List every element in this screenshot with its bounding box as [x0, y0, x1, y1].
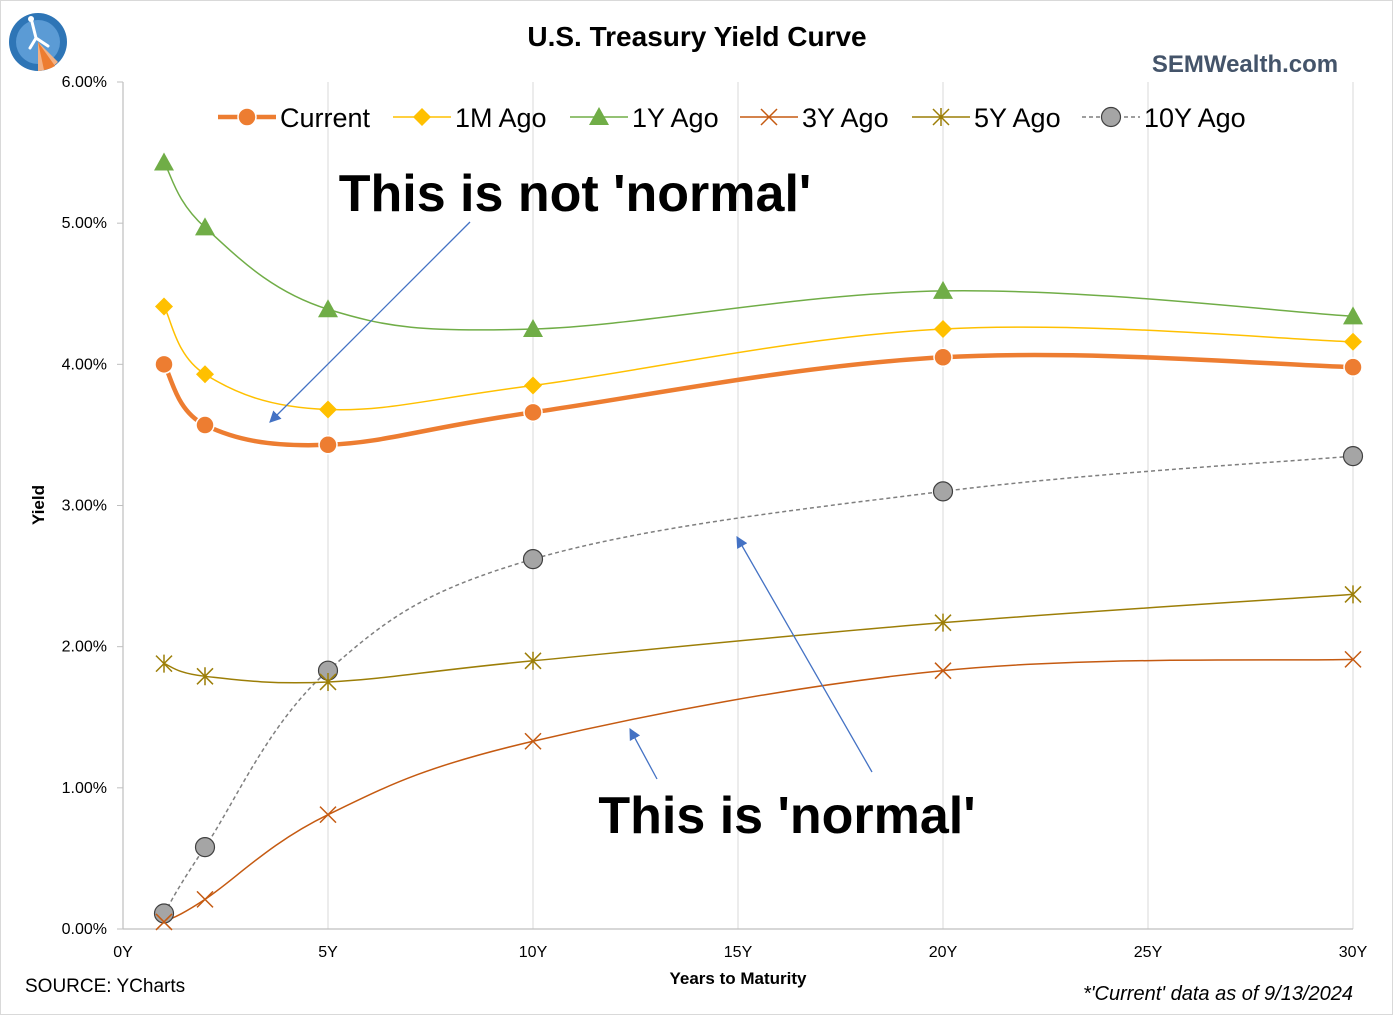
- legend-label-5y-ago: 5Y Ago: [974, 103, 1061, 133]
- x-tick-label: 15Y: [724, 944, 753, 961]
- data-point-5y-ago: [155, 654, 173, 673]
- sem-logo: [9, 13, 67, 71]
- y-axis-label: Yield: [29, 485, 48, 525]
- data-point-1m-ago: [524, 376, 542, 395]
- data-point-5y-ago: [196, 667, 214, 686]
- data-point-3y-ago: [319, 806, 337, 824]
- data-point-5y-ago: [319, 672, 337, 691]
- watermark: SEMWealth.com: [1152, 51, 1338, 78]
- x-axis-label: Years to Maturity: [670, 969, 808, 988]
- source-note: SOURCE: YCharts: [25, 976, 185, 997]
- y-tick-label: 1.00%: [62, 780, 107, 797]
- annotation-arrow-normal-1: [736, 535, 873, 773]
- legend-marker-10y-ago: [1100, 106, 1122, 128]
- axes: [117, 81, 1353, 930]
- gridlines: [327, 82, 1354, 929]
- legend-marker-current: [237, 107, 257, 127]
- x-tick-label: 0Y: [113, 944, 133, 961]
- data-point-3y-ago: [524, 732, 542, 750]
- footnote: *'Current' data as of 9/13/2024: [1083, 983, 1353, 1005]
- data-point-1m-ago: [155, 297, 173, 316]
- annotation-arrow-normal-2: [629, 727, 658, 780]
- legend-marker-1y-ago: [589, 107, 609, 125]
- series-line-current: [162, 352, 1354, 448]
- data-point-5y-ago: [1344, 585, 1362, 604]
- data-point-5y-ago: [524, 651, 542, 670]
- data-point-current: [1343, 357, 1363, 377]
- annotation-normal: This is 'normal': [598, 787, 975, 845]
- data-point-10y-ago: [1342, 445, 1364, 467]
- legend-label-3y-ago: 3Y Ago: [802, 103, 889, 133]
- legend-label-10y-ago: 10Y Ago: [1144, 103, 1246, 133]
- y-tick-label: 0.00%: [62, 921, 107, 938]
- data-point-10y-ago: [194, 837, 216, 858]
- chart-title: U.S. Treasury Yield Curve: [527, 21, 866, 52]
- annotation-arrow-not-normal: [269, 221, 471, 423]
- data-point-current: [195, 415, 215, 435]
- data-point-3y-ago: [155, 913, 173, 931]
- data-point-3y-ago: [934, 662, 952, 680]
- x-tick-label: 10Y: [519, 944, 548, 961]
- y-axis-ticks: 0.00% 1.00% 2.00% 3.00% 4.00% 5.00% 6.00%: [62, 74, 107, 938]
- data-point-1m-ago: [934, 320, 952, 339]
- y-tick-label: 2.00%: [62, 639, 107, 656]
- y-tick-label: 3.00%: [62, 498, 107, 515]
- data-point-current: [154, 354, 174, 375]
- data-point-1m-ago: [319, 400, 337, 419]
- annotation-not-normal: This is not 'normal': [339, 165, 812, 223]
- data-point-1y-ago: [1343, 306, 1363, 325]
- legend-label-1m-ago: 1M Ago: [455, 103, 547, 133]
- data-point-1y-ago: [933, 280, 953, 299]
- series-line-10y-ago: [163, 455, 1354, 914]
- series-line-1m-ago: [163, 306, 1354, 411]
- y-tick-label: 5.00%: [62, 215, 107, 232]
- data-point-current: [933, 347, 953, 368]
- data-point-10y-ago: [522, 549, 544, 570]
- series-line-3y-ago: [163, 658, 1354, 923]
- data-point-1m-ago: [1344, 332, 1362, 351]
- legend-marker-3y-ago: [760, 108, 778, 126]
- data-point-3y-ago: [1344, 650, 1362, 668]
- series-line-5y-ago: [163, 593, 1354, 684]
- data-point-1y-ago: [523, 319, 543, 338]
- data-point-10y-ago: [932, 481, 954, 502]
- legend: Current 1M Ago 1Y Ago 3Y Ago 5Y Ago 10Y Ago: [218, 103, 1246, 133]
- series-markers: [153, 152, 1364, 931]
- legend-label-current: Current: [280, 103, 371, 133]
- y-tick-label: 6.00%: [62, 74, 107, 91]
- x-tick-label: 20Y: [929, 944, 958, 961]
- x-tick-label: 30Y: [1339, 944, 1368, 961]
- y-tick-label: 4.00%: [62, 356, 107, 373]
- data-point-10y-ago: [153, 903, 175, 924]
- data-point-current: [318, 435, 338, 455]
- data-point-1m-ago: [196, 365, 214, 384]
- legend-marker-1m-ago: [413, 108, 431, 126]
- data-point-1y-ago: [154, 152, 174, 171]
- x-tick-label: 25Y: [1134, 944, 1163, 961]
- x-axis-ticks: 0Y 5Y 10Y 15Y 20Y 25Y 30Y: [113, 944, 1367, 961]
- data-point-1y-ago: [195, 217, 215, 236]
- x-tick-label: 5Y: [318, 944, 338, 961]
- data-point-5y-ago: [934, 613, 952, 632]
- legend-label-1y-ago: 1Y Ago: [632, 103, 719, 133]
- series-line-1y-ago: [163, 162, 1354, 331]
- data-point-1y-ago: [318, 299, 338, 318]
- data-point-current: [523, 402, 543, 423]
- data-point-3y-ago: [196, 890, 214, 908]
- legend-marker-5y-ago: [932, 108, 950, 126]
